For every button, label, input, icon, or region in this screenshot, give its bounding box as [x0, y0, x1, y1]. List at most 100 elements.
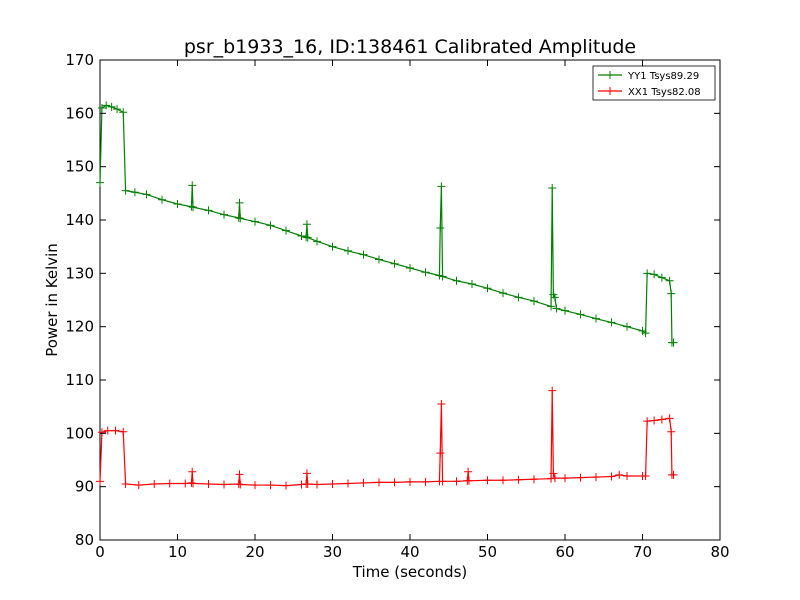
data-point [113, 105, 122, 114]
data-point [266, 221, 275, 230]
data-point [150, 480, 159, 488]
data-point [302, 469, 311, 478]
ticks-layer: 0 10 20 30 40 50 60 70 80 80 90 100 110 120 130 140 150 1… [65, 51, 729, 561]
y-tick-label: 90 [75, 478, 94, 496]
x-tick-label: 10 [168, 543, 187, 561]
data-point [121, 186, 130, 195]
x-tick-label: 50 [478, 543, 497, 561]
data-point [549, 469, 558, 478]
legend-label: YY1 Tsys89.29 [627, 71, 699, 82]
data-point [220, 210, 228, 219]
data-point [344, 479, 352, 488]
data-point [235, 470, 244, 479]
data-point [561, 306, 569, 315]
data-point [452, 477, 461, 486]
data-point [576, 473, 585, 482]
data-point [220, 480, 228, 489]
data-point [437, 182, 446, 191]
data-point [421, 268, 430, 277]
data-point [173, 200, 182, 208]
data-point [552, 304, 561, 313]
x-tick-label: 70 [633, 543, 652, 561]
data-point [181, 479, 190, 488]
data-point [111, 426, 120, 435]
data-point [103, 426, 112, 435]
data-point [297, 232, 306, 240]
data-point [303, 233, 312, 242]
data-point [669, 338, 678, 347]
data-point [303, 480, 312, 488]
data-point [119, 108, 128, 117]
data-point [576, 310, 585, 319]
data-point [142, 190, 151, 199]
x-axis-label: Time (seconds) [352, 563, 468, 581]
data-point [328, 242, 337, 251]
data-point [548, 184, 557, 192]
data-point [615, 470, 624, 479]
data-point [657, 415, 666, 424]
y-tick-label: 80 [75, 531, 94, 549]
data-point [436, 449, 445, 458]
data-point [592, 314, 600, 323]
data-point [548, 386, 557, 395]
data-point [547, 474, 556, 483]
x-tick-label: 0 [95, 543, 105, 561]
data-point [406, 477, 414, 486]
data-point [359, 478, 368, 487]
data-point [438, 477, 447, 486]
x-tick-label: 40 [400, 543, 419, 561]
data-point [302, 220, 311, 229]
data-point [643, 269, 652, 278]
data-point [514, 475, 523, 484]
data-point [530, 475, 538, 484]
data-point [251, 481, 259, 490]
data-point [130, 188, 139, 197]
data-point [623, 472, 631, 480]
data-point [266, 481, 275, 490]
data-point [641, 329, 650, 338]
data-point [390, 478, 399, 487]
data-point [107, 102, 116, 111]
data-point [499, 476, 507, 485]
data-point [119, 427, 128, 436]
data-point [650, 270, 659, 279]
y-tick-label: 140 [65, 211, 94, 229]
data-point [282, 226, 290, 235]
data-point [97, 104, 106, 112]
series-2 [96, 386, 678, 490]
data-point [550, 474, 559, 483]
data-point [96, 477, 104, 486]
data-point [607, 318, 616, 327]
data-point [514, 293, 523, 302]
data-point [438, 272, 447, 281]
data-point [483, 476, 492, 485]
data-point [623, 322, 631, 331]
data-point [96, 178, 104, 187]
data-point [390, 259, 399, 268]
data-point [187, 478, 196, 487]
data-point [452, 276, 461, 285]
y-tick-label: 170 [65, 51, 94, 69]
data-point [437, 400, 446, 408]
data-point [121, 480, 130, 488]
data-point [359, 250, 368, 259]
data-point [236, 214, 245, 223]
data-point [282, 481, 290, 490]
data-point [665, 414, 674, 423]
data-point [550, 293, 559, 302]
data-point [607, 472, 616, 481]
data-point [657, 273, 666, 282]
plot-area [99, 59, 721, 541]
legend-marker [606, 87, 614, 95]
data-point [188, 467, 197, 476]
data-point [102, 101, 111, 110]
data-point [650, 416, 659, 425]
data-point [344, 246, 352, 255]
data-point [643, 417, 652, 426]
data-point [406, 264, 414, 272]
data-point [251, 217, 259, 226]
legend-label: XX1 Tsys82.08 [628, 87, 701, 98]
data-point [547, 302, 556, 311]
data-point [189, 479, 197, 488]
data-point [204, 206, 213, 215]
